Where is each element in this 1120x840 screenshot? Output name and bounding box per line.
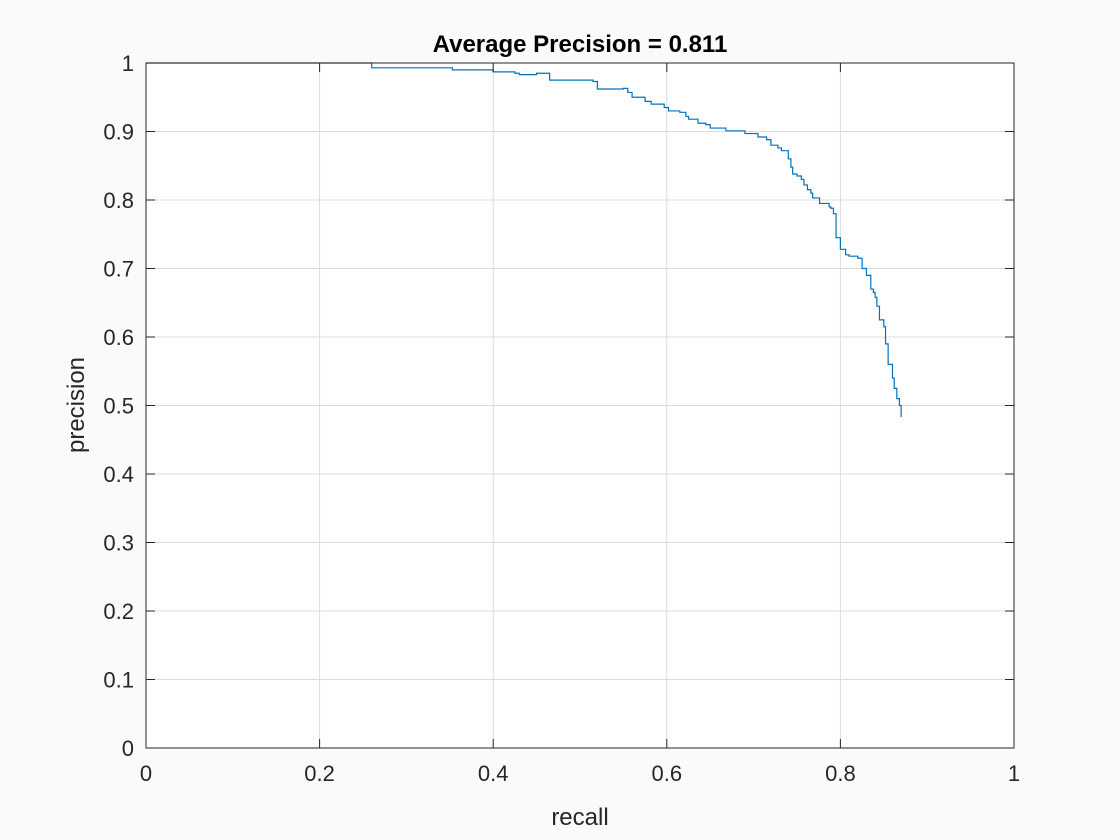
- y-tick-label: 1: [122, 51, 134, 76]
- precision-recall-curve: [146, 62, 902, 418]
- x-axis-label: recall: [551, 804, 608, 831]
- y-axis-label: precision: [63, 357, 90, 453]
- y-tick-label: 0.6: [103, 325, 134, 350]
- tick-marks: [145, 62, 1015, 749]
- chart-title: Average Precision = 0.811: [433, 31, 728, 58]
- x-tick-label: 0: [140, 761, 152, 786]
- x-tick-label: 0.4: [478, 761, 509, 786]
- grid: [146, 63, 1014, 748]
- y-tick-label: 0.2: [103, 599, 134, 624]
- x-tick-labels: 0 0.2 0.4 0.6 0.8 1: [140, 761, 1020, 786]
- y-tick-label: 0.7: [103, 257, 134, 282]
- y-tick-label: 0: [122, 736, 134, 761]
- y-tick-label: 0.4: [103, 462, 134, 487]
- x-tick-label: 1: [1008, 761, 1020, 786]
- y-tick-label: 0.8: [103, 188, 134, 213]
- y-tick-label: 0.1: [103, 668, 134, 693]
- x-tick-label: 0.6: [652, 761, 683, 786]
- y-tick-label: 0.3: [103, 531, 134, 556]
- y-tick-label: 0.5: [103, 394, 134, 419]
- y-tick-label: 0.9: [103, 120, 134, 145]
- x-tick-label: 0.2: [304, 761, 335, 786]
- x-tick-label: 0.8: [825, 761, 856, 786]
- y-tick-labels: 0 0.1 0.2 0.3 0.4 0.5 0.6 0.7 0.8 0.9 1: [103, 51, 134, 761]
